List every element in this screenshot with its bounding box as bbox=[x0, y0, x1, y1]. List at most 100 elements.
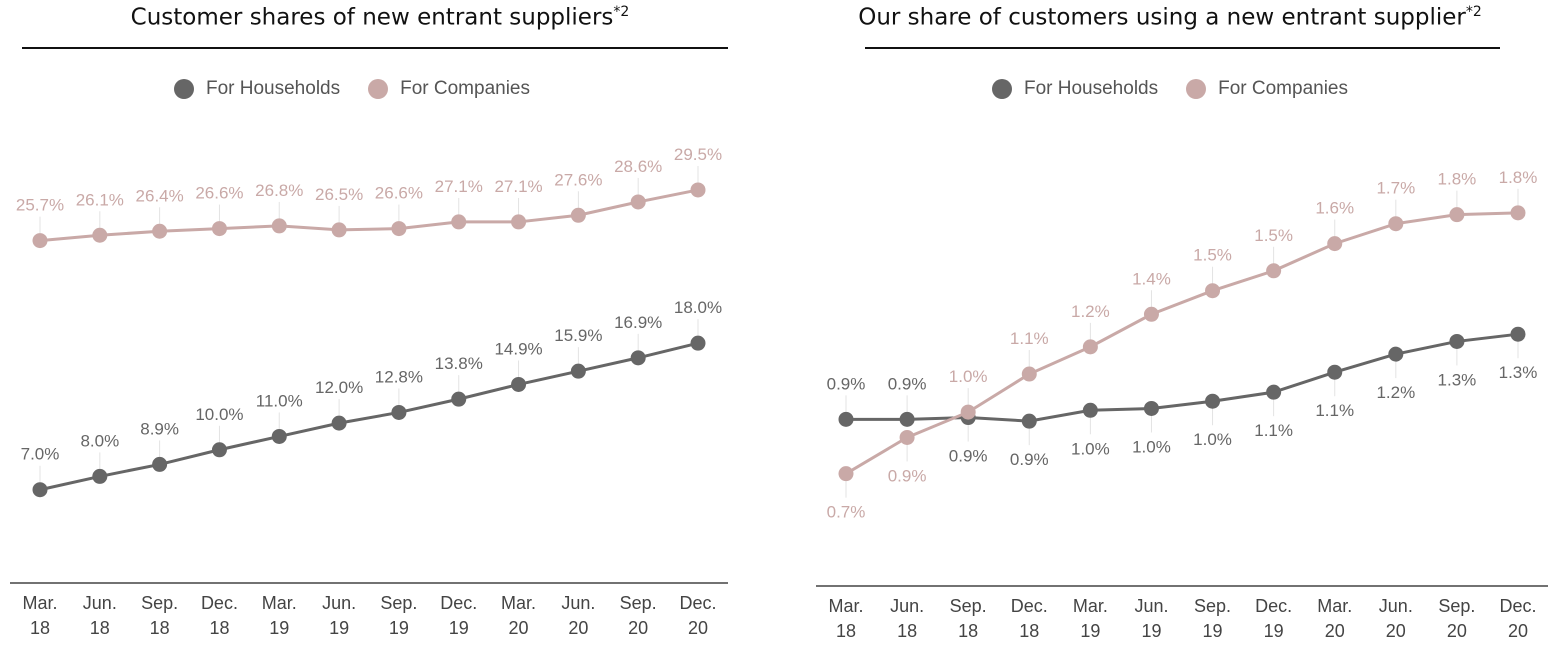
x-tick-label-month: Dec. bbox=[1255, 596, 1292, 616]
data-label: 26.6% bbox=[375, 184, 423, 203]
x-tick-label-year: 20 bbox=[1386, 621, 1406, 641]
data-point bbox=[211, 221, 227, 237]
data-point bbox=[271, 428, 287, 444]
x-tick-label-month: Sep. bbox=[1438, 596, 1475, 616]
data-label: 1.2% bbox=[1071, 302, 1110, 321]
data-point bbox=[630, 350, 646, 366]
x-tick-label-year: 18 bbox=[958, 621, 978, 641]
x-tick-label: Mar. 20 bbox=[1317, 596, 1352, 641]
x-tick-label: Dec. 20 bbox=[1499, 596, 1536, 641]
x-tick-label-month: Jun. bbox=[561, 593, 595, 613]
legend-label-companies: For Companies bbox=[1218, 78, 1348, 99]
x-tick-label-year: 20 bbox=[1325, 621, 1345, 641]
data-point bbox=[451, 391, 467, 407]
x-tick-label: Mar. 19 bbox=[262, 593, 297, 638]
x-tick-label-year: 19 bbox=[389, 618, 409, 638]
x-tick-label: Dec. 18 bbox=[1011, 596, 1048, 641]
data-point bbox=[1510, 205, 1526, 221]
x-tick-label-month: Mar. bbox=[1073, 596, 1108, 616]
series-line bbox=[846, 332, 1519, 423]
x-tick-label-month: Sep. bbox=[141, 593, 178, 613]
data-label: 1.5% bbox=[1254, 226, 1293, 245]
data-label: 12.0% bbox=[315, 378, 363, 397]
data-point bbox=[690, 335, 706, 351]
data-label: 1.8% bbox=[1499, 168, 1538, 187]
x-tick-label-month: Dec. bbox=[1499, 596, 1536, 616]
data-point bbox=[1021, 413, 1037, 429]
x-tick-label-month: Mar. bbox=[501, 593, 536, 613]
data-label: 16.9% bbox=[614, 313, 662, 332]
legend: For Households For Companies bbox=[0, 78, 732, 100]
x-tick-label-month: Mar. bbox=[1317, 596, 1352, 616]
x-tick-label-month: Jun. bbox=[83, 593, 117, 613]
data-label: 12.8% bbox=[375, 367, 423, 386]
x-tick-label-year: 19 bbox=[1080, 621, 1100, 641]
data-label: 1.6% bbox=[1315, 199, 1354, 218]
data-label: 27.6% bbox=[554, 170, 602, 189]
x-tick-label: Sep. 20 bbox=[620, 593, 657, 638]
chart-panel-left: Customer shares of new entrant suppliers… bbox=[0, 0, 760, 645]
data-point bbox=[391, 404, 407, 420]
x-tick-label: Jun. 19 bbox=[1134, 596, 1168, 641]
legend-marker-households bbox=[991, 79, 1012, 99]
data-label: 1.0% bbox=[949, 367, 988, 386]
data-label: 28.6% bbox=[614, 157, 662, 176]
x-tick-label-year: 19 bbox=[329, 618, 349, 638]
x-tick-label-month: Mar. bbox=[22, 593, 57, 613]
legend-label-households: For Households bbox=[205, 78, 341, 99]
data-point bbox=[1510, 326, 1526, 342]
chart-panel-right: Our share of customers using a new entra… bbox=[790, 0, 1550, 645]
data-label: 26.5% bbox=[315, 185, 363, 204]
data-label: 10.0% bbox=[195, 405, 243, 424]
x-tick-label: Mar. 18 bbox=[828, 596, 863, 641]
data-label: 1.0% bbox=[1132, 437, 1171, 456]
legend-label-households: For Households bbox=[1023, 78, 1159, 99]
legend-marker-companies bbox=[1186, 79, 1207, 99]
x-tick-label: Dec. 20 bbox=[679, 593, 716, 638]
x-tick-label-year: 18 bbox=[897, 621, 917, 641]
data-label: 0.9% bbox=[827, 374, 866, 393]
x-tick-label-month: Dec. bbox=[679, 593, 716, 613]
data-label: 1.0% bbox=[1071, 439, 1110, 458]
legend-item-companies: For Companies bbox=[1186, 78, 1348, 100]
series-line bbox=[39, 188, 699, 243]
data-label: 1.1% bbox=[1254, 421, 1293, 440]
data-point bbox=[1082, 402, 1098, 418]
data-point bbox=[1143, 400, 1159, 416]
data-label: 1.1% bbox=[1010, 329, 1049, 348]
data-point bbox=[152, 456, 168, 472]
data-label: 1.7% bbox=[1376, 179, 1415, 198]
x-tick-label-month: Dec. bbox=[440, 593, 477, 613]
x-tick-label-month: Jun. bbox=[1134, 596, 1168, 616]
x-tick-label-year: 20 bbox=[628, 618, 648, 638]
legend-item-households: For Households bbox=[173, 78, 341, 100]
data-label: 15.9% bbox=[554, 326, 602, 345]
x-tick-label: Jun. 19 bbox=[322, 593, 356, 638]
x-tick-label: Jun. 18 bbox=[890, 596, 924, 641]
data-label: 0.9% bbox=[888, 374, 927, 393]
data-point bbox=[511, 376, 527, 392]
series-line bbox=[39, 341, 699, 492]
data-point bbox=[960, 404, 976, 420]
data-point bbox=[511, 214, 527, 230]
data-point bbox=[1388, 346, 1404, 362]
data-label: 25.7% bbox=[16, 196, 64, 215]
x-tick-label-year: 18 bbox=[150, 618, 170, 638]
data-point bbox=[838, 411, 854, 427]
x-tick-label: Mar. 20 bbox=[501, 593, 536, 638]
data-label: 0.9% bbox=[949, 447, 988, 466]
data-label: 1.0% bbox=[1193, 430, 1232, 449]
data-label: 26.4% bbox=[136, 186, 184, 205]
x-tick-label-year: 18 bbox=[30, 618, 50, 638]
data-point bbox=[451, 214, 467, 230]
x-tick-label-year: 18 bbox=[836, 621, 856, 641]
chart-title: Our share of customers using a new entra… bbox=[858, 4, 1482, 31]
data-label: 26.1% bbox=[76, 190, 124, 209]
data-point bbox=[391, 221, 407, 237]
data-label: 7.0% bbox=[21, 445, 60, 464]
data-point bbox=[1082, 339, 1098, 355]
data-label: 0.9% bbox=[888, 466, 927, 485]
x-tick-label: Jun. 18 bbox=[83, 593, 117, 638]
legend-label-companies: For Companies bbox=[400, 78, 530, 99]
